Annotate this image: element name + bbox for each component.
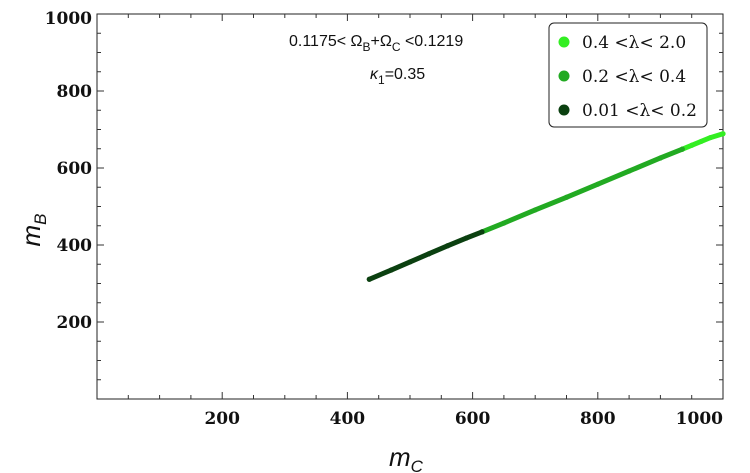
legend-swatch-0: [558, 36, 570, 48]
data-point: [689, 142, 695, 148]
x-axis-title: mC: [389, 442, 424, 473]
legend-label-1: 0.2 <λ< 0.4: [582, 67, 686, 87]
legend: 0.4 <λ< 2.0 0.2 <λ< 0.4 0.01 <λ< 0.2: [548, 22, 708, 128]
legend-box: [548, 22, 708, 128]
y-tick-label: 600: [57, 159, 93, 179]
data-point: [563, 194, 570, 200]
omega-range-annotation: 0.1175< ΩB+ΩC <0.1219: [289, 33, 463, 54]
data-point: [532, 207, 538, 213]
x-tick-label: 800: [580, 409, 616, 429]
data-point: [698, 138, 704, 145]
series-layer: [366, 131, 726, 282]
x-tick-label: 200: [204, 409, 240, 429]
data-point: [407, 259, 413, 265]
data-point: [388, 267, 394, 273]
x-tick-label: 1000: [676, 409, 723, 429]
data-point: [657, 155, 664, 161]
legend-label-2: 0.01 <λ< 0.2: [582, 101, 697, 121]
legend-swatch-2: [558, 104, 570, 116]
x-tick-label: 600: [455, 409, 491, 429]
minor-ticks: [97, 14, 723, 399]
series-1: [479, 146, 685, 235]
data-point: [707, 134, 714, 141]
series-2: [366, 229, 485, 282]
x-axis-ticks: 200 400 600 800 1000: [204, 409, 723, 429]
data-point: [479, 229, 485, 235]
data-point: [679, 146, 685, 152]
y-tick-label: 400: [57, 236, 93, 256]
kappa-annotation: κ1=0.35: [370, 66, 425, 87]
data-point: [444, 243, 451, 249]
data-point: [366, 276, 372, 282]
x-tick-label: 400: [330, 409, 366, 429]
series-0: [679, 131, 726, 152]
y-tick-label: 200: [57, 313, 93, 333]
y-tick-label: 1000: [45, 9, 92, 29]
y-tick-label: 800: [57, 82, 93, 102]
y-axis-title: mB: [16, 213, 50, 246]
data-point: [626, 168, 632, 174]
data-point: [595, 181, 601, 187]
data-point: [501, 220, 507, 226]
y-axis-ticks: 200 400 600 800 1000: [45, 9, 92, 333]
data-point: [720, 131, 726, 137]
legend-swatch-1: [558, 70, 570, 82]
data-point: [426, 251, 432, 257]
series-line: [479, 146, 685, 235]
data-point: [463, 235, 469, 241]
legend-label-0: 0.4 <λ< 2.0: [582, 33, 686, 53]
